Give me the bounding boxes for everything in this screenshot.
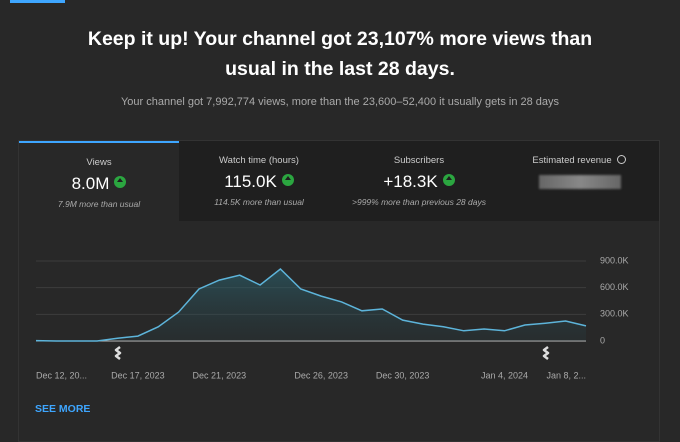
analytics-card: Views 8.0M 7.9M more than usual Watch ti… bbox=[18, 140, 660, 442]
tab-note: 114.5K more than usual bbox=[214, 197, 304, 207]
views-tab[interactable]: Views 8.0M 7.9M more than usual bbox=[19, 141, 179, 221]
revenue-tab[interactable]: Estimated revenue bbox=[499, 141, 659, 221]
tab-note: >999% more than previous 28 days bbox=[352, 197, 486, 207]
up-icon bbox=[114, 176, 127, 188]
tab-value: 115.0K bbox=[179, 172, 339, 192]
tab-note: 7.9M more than usual bbox=[57, 199, 141, 209]
subtitle: Your channel got 7,992,774 views, more t… bbox=[120, 96, 560, 108]
up-icon bbox=[281, 174, 294, 186]
up-icon bbox=[442, 174, 455, 186]
hidden-value bbox=[539, 175, 621, 189]
tab-label: Views bbox=[86, 157, 112, 168]
tab-value-text: 8.0M bbox=[71, 174, 110, 193]
tab-value-text: 115.0K bbox=[224, 172, 277, 191]
watch-time-tab[interactable]: Watch time (hours) 115.0K 114.5K more th… bbox=[179, 141, 339, 221]
subscribers-tab[interactable]: Subscribers +18.3K >999% more than previ… bbox=[339, 141, 499, 221]
tab-label: Subscribers bbox=[393, 155, 445, 166]
tab-label-text: Estimated revenue bbox=[532, 155, 612, 166]
see-more-link[interactable]: SEE MORE bbox=[35, 403, 91, 415]
clock-icon bbox=[616, 155, 626, 164]
top-button[interactable] bbox=[10, 0, 65, 3]
tab-value-text: +18.3K bbox=[383, 172, 438, 191]
page: Keep it up! Your channel got 23,107% mor… bbox=[10, 0, 660, 442]
headline: Keep it up! Your channel got 23,107% mor… bbox=[87, 28, 593, 80]
tab-label: Watch time (hours) bbox=[219, 155, 299, 166]
tab-value: 8.0M bbox=[19, 174, 179, 194]
tab-label: Estimated revenue bbox=[499, 155, 659, 166]
tab-value: +18.3K bbox=[339, 172, 499, 192]
